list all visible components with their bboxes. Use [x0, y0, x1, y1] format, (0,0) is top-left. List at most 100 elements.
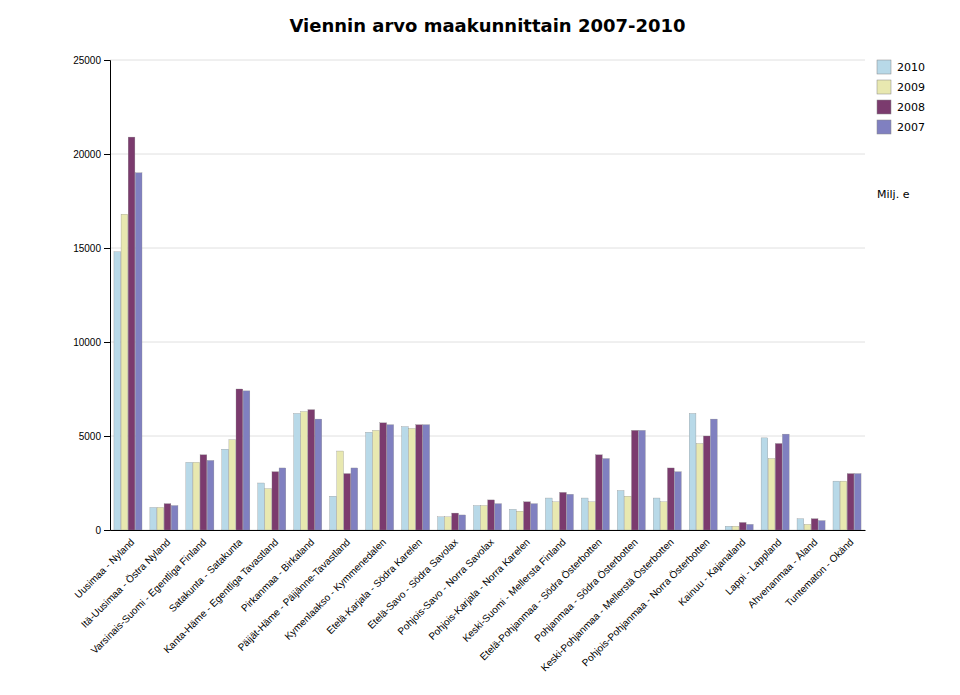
legend: 2010 2009 2008 2007	[877, 60, 925, 134]
tick-label: Pohjois-Pohjanmaa - Norra Österbotten	[580, 536, 712, 668]
bar-series	[135, 173, 861, 530]
legend-label: 2007	[897, 121, 925, 134]
bar	[387, 425, 394, 530]
bar	[560, 492, 567, 530]
bar	[588, 502, 595, 530]
legend-swatch	[877, 100, 891, 114]
bar	[473, 506, 480, 530]
tick-label: Keski-Pohjanmaa - Mellerstä Österbotten	[539, 536, 676, 673]
legend-swatch	[877, 60, 891, 74]
bar	[631, 430, 638, 530]
grid-line	[110, 436, 865, 437]
tick-mark	[104, 436, 110, 437]
x-tick: Kainuu - Kajanaland	[676, 536, 747, 607]
bar	[639, 430, 646, 530]
tick-label: 20000	[73, 149, 101, 160]
tick-label: Etelä-Pohjanmaa - Södra Österbotten	[478, 536, 604, 662]
bar	[351, 468, 358, 530]
bar	[710, 419, 717, 530]
bar	[423, 425, 430, 530]
bar	[818, 521, 825, 530]
bar	[517, 511, 524, 530]
bar	[243, 391, 250, 530]
bar	[380, 423, 387, 530]
x-axis: Uusimaa - NylandItä-Uusimaa - Östra Nyla…	[72, 531, 865, 674]
grid-line	[110, 154, 865, 155]
bar	[366, 432, 373, 530]
tick-label: Uusimaa - Nyland	[72, 536, 136, 600]
bar	[775, 444, 782, 530]
grid-line	[110, 248, 865, 249]
bar	[732, 526, 739, 530]
bars	[114, 137, 861, 530]
bar	[272, 472, 279, 530]
y-tick: 0	[95, 525, 110, 536]
bar	[696, 444, 703, 530]
y-tick: 10000	[73, 337, 110, 348]
grid-line	[110, 60, 865, 61]
bar	[847, 474, 854, 530]
bar	[797, 519, 804, 530]
tick-mark	[104, 60, 110, 61]
tick-mark	[104, 342, 110, 343]
tick-label: 0	[95, 525, 101, 536]
legend-swatch	[877, 120, 891, 134]
bar	[739, 522, 746, 530]
chart: 0500010000150002000025000Uusimaa - Nylan…	[0, 0, 960, 695]
legend-label: 2008	[897, 101, 925, 114]
bar	[416, 425, 423, 530]
bar	[229, 440, 236, 530]
bar	[330, 496, 337, 530]
y-tick: 25000	[73, 55, 110, 66]
title: Viennin arvo maakunnittain 2007-2010	[289, 15, 685, 36]
bar	[222, 449, 229, 530]
legend-item: 2008	[877, 100, 925, 114]
bar	[337, 451, 344, 530]
bar	[596, 455, 603, 530]
bar	[409, 428, 416, 530]
bar	[581, 498, 588, 530]
plot: 0500010000150002000025000Uusimaa - Nylan…	[72, 55, 865, 674]
bar	[667, 468, 674, 530]
bar	[509, 509, 516, 530]
legend-item: 2009	[877, 80, 925, 94]
bar	[854, 474, 861, 530]
y-tick: 20000	[73, 149, 110, 160]
bar	[171, 506, 178, 530]
bar-series	[128, 137, 854, 530]
y-tick: 15000	[73, 243, 110, 254]
bar	[459, 515, 466, 530]
bar	[121, 214, 128, 530]
bar	[301, 412, 308, 530]
bar	[452, 513, 459, 530]
tick-label: Tuntematon - Okänd	[783, 536, 855, 608]
bar	[552, 502, 559, 530]
tick-label: 25000	[73, 55, 101, 66]
bar	[279, 468, 286, 530]
bar	[531, 504, 538, 530]
bar	[315, 419, 322, 530]
bar	[689, 413, 696, 530]
bar	[308, 410, 315, 530]
bar	[164, 504, 171, 530]
bar	[294, 413, 301, 530]
legend-label: 2009	[897, 81, 925, 94]
bar	[193, 462, 200, 530]
bar	[236, 389, 243, 530]
x-tick: Etelä-Pohjanmaa - Södra Österbotten	[478, 536, 604, 662]
bar	[402, 427, 409, 530]
x-tick: Keski-Pohjanmaa - Mellerstä Österbotten	[539, 536, 676, 673]
bar	[833, 481, 840, 530]
legend-swatch	[877, 80, 891, 94]
bar	[804, 524, 811, 530]
legend-label: 2010	[897, 61, 925, 74]
tick-label: 15000	[73, 243, 101, 254]
bar	[128, 137, 135, 530]
legend-item: 2010	[877, 60, 925, 74]
x-tick: Tuntematon - Okänd	[783, 536, 855, 608]
bar	[265, 489, 272, 530]
tick-mark	[104, 248, 110, 249]
bar	[495, 504, 502, 530]
bar	[761, 438, 768, 530]
bar	[653, 498, 660, 530]
